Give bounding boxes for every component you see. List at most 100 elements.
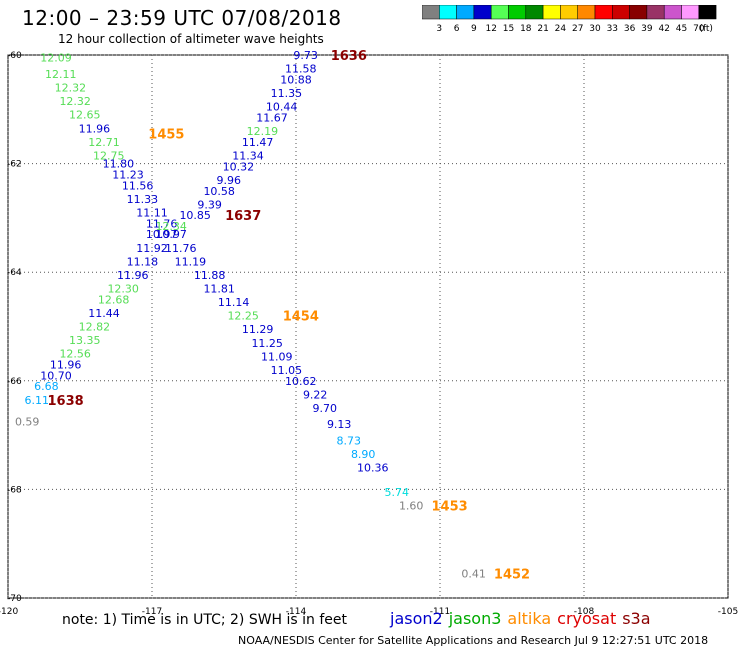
- wave-height-point: 8.73: [337, 435, 362, 448]
- wave-height-point: 11.58: [285, 63, 317, 76]
- wave-height-point: 10.97: [155, 228, 187, 241]
- wave-height-point: 12.30: [107, 282, 139, 295]
- x-tick-label: -114: [286, 607, 307, 617]
- wave-height-point: 12.75: [93, 149, 125, 162]
- wave-height-point: 10.62: [285, 375, 317, 388]
- wave-height-point: 9.22: [303, 388, 328, 401]
- colorbar-label: 12: [485, 24, 496, 33]
- wave-height-point: 10.88: [280, 73, 312, 86]
- x-tick-label: -108: [574, 607, 595, 617]
- colorbar-label: 6: [454, 24, 460, 33]
- chart-title: 12:00 – 23:59 UTC 07/08/2018: [22, 6, 342, 30]
- wave-height-point: 12.71: [88, 136, 120, 149]
- colorbar-label: 36: [624, 24, 636, 33]
- wave-height-point: 1.60: [399, 500, 424, 513]
- wave-height-point: 11.76: [146, 217, 178, 230]
- wave-height-point: 11.96: [50, 359, 82, 372]
- wave-height-point: 10.58: [203, 185, 235, 198]
- wave-height-point: 12.19: [247, 125, 279, 138]
- wave-height-point: 11.33: [127, 193, 159, 206]
- pass-time-annotation: 1637: [225, 209, 261, 224]
- colorbar-label: 42: [658, 24, 669, 33]
- wave-height-point: 11.81: [203, 282, 235, 295]
- wave-height-point: 11.88: [194, 269, 226, 282]
- wave-height-point: 11.67: [256, 111, 288, 124]
- wave-height-point: 11.25: [251, 337, 283, 350]
- wave-height-point: 11.96: [117, 269, 149, 282]
- wave-height-point: 9.70: [313, 402, 338, 415]
- legend-item-s3a: s3a: [622, 609, 651, 628]
- wave-height-point: 8.90: [351, 448, 376, 461]
- wave-height-point: 11.29: [242, 323, 274, 336]
- colorbar: 3 6 9 12 15 18 21 24 27 30 33 36 39 42 45 70(ft): [422, 5, 717, 33]
- legend-item-jason2: jason2: [390, 609, 443, 628]
- wave-height-point: 11.56: [122, 179, 154, 192]
- wave-height-point: 9.73: [293, 49, 318, 62]
- wave-height-point: 9.96: [217, 174, 242, 187]
- wave-height-point: 11.96: [79, 122, 111, 135]
- wave-height-point: 11.18: [127, 255, 159, 268]
- wave-height-point: 0.41: [461, 568, 486, 581]
- legend-item-altika: altika: [507, 609, 552, 628]
- wave-height-point: 10.44: [266, 101, 298, 114]
- colorbar-label: 3: [436, 24, 442, 33]
- wave-height-point: 12.65: [69, 109, 101, 122]
- wave-height-point: 12.82: [79, 321, 111, 334]
- pass-time-annotation: 1636: [331, 49, 367, 64]
- wave-height-point: 11.44: [88, 307, 120, 320]
- wave-height-point: 11.35: [271, 87, 303, 100]
- satellite-legend: jason2 jason3 altika cryosat s3a: [390, 609, 657, 628]
- wave-height-point: 11.76: [165, 242, 197, 255]
- wave-height-point: 12.32: [55, 82, 87, 95]
- wave-height-point: 9.13: [327, 418, 352, 431]
- wave-height-point: 12.32: [59, 95, 91, 108]
- x-tick-label: -111: [430, 607, 450, 617]
- wave-height-point: 11.34: [232, 149, 264, 162]
- legend-item-cryosat: cryosat: [557, 609, 617, 628]
- pass-time-annotation: 1638: [48, 394, 84, 409]
- y-tick-label: -62: [7, 160, 22, 170]
- colorbar-label: 45: [676, 24, 687, 33]
- colorbar-label: 30: [589, 24, 601, 33]
- wave-height-point: 11.09: [261, 350, 293, 363]
- colorbar-label: 9: [471, 24, 477, 33]
- y-tick-label: -68: [7, 485, 22, 495]
- wave-height-point: 6.68: [34, 380, 59, 393]
- wave-height-point: 12.68: [98, 293, 130, 306]
- wave-height-point: 11.47: [242, 136, 274, 149]
- wave-height-point: 10.32: [223, 160, 255, 173]
- wave-height-point: 11.05: [271, 364, 303, 377]
- pass-time-annotation: 1452: [494, 568, 530, 583]
- wave-height-point: 11.14: [218, 296, 250, 309]
- wave-height-point: 10.85: [179, 209, 211, 222]
- wave-height-point: 0.59: [15, 416, 40, 429]
- wave-height-point: 10.70: [40, 369, 72, 382]
- chart-subtitle: 12 hour collection of altimeter wave hei…: [58, 32, 324, 46]
- wave-height-point: 12.09: [40, 52, 72, 65]
- colorbar-label: 33: [607, 24, 618, 33]
- wave-height-point: 11.19: [175, 255, 207, 268]
- x-tick-label: -117: [142, 607, 162, 617]
- wave-height-point: 11.80: [103, 158, 135, 171]
- colorbar-label: 21: [537, 24, 548, 33]
- wave-height-point: 11.11: [136, 206, 168, 219]
- colorbar-label: 15: [503, 24, 514, 33]
- pass-time-annotation: 1455: [148, 128, 184, 143]
- colorbar-label: 39: [641, 24, 653, 33]
- colorbar-swatch: [698, 5, 717, 20]
- wave-height-point: 11.92: [136, 242, 168, 255]
- wave-height-point: 12.25: [227, 310, 259, 323]
- wave-height-point: 12.56: [59, 348, 91, 361]
- y-tick-label: -64: [7, 268, 22, 278]
- pass-time-annotation: 1454: [283, 310, 319, 325]
- x-tick-label: -120: [0, 607, 18, 617]
- wave-height-point: 10.36: [357, 462, 389, 475]
- y-tick-label: -70: [7, 594, 22, 604]
- footer-note: note: 1) Time is in UTC; 2) SWH is in fe…: [62, 612, 348, 628]
- wave-height-point: 11.23: [112, 168, 144, 181]
- pass-time-annotation: 1453: [432, 500, 468, 515]
- colorbar-label: 70: [693, 24, 705, 33]
- y-tick-label: -60: [7, 51, 22, 61]
- wave-height-point: 6.11: [25, 394, 50, 407]
